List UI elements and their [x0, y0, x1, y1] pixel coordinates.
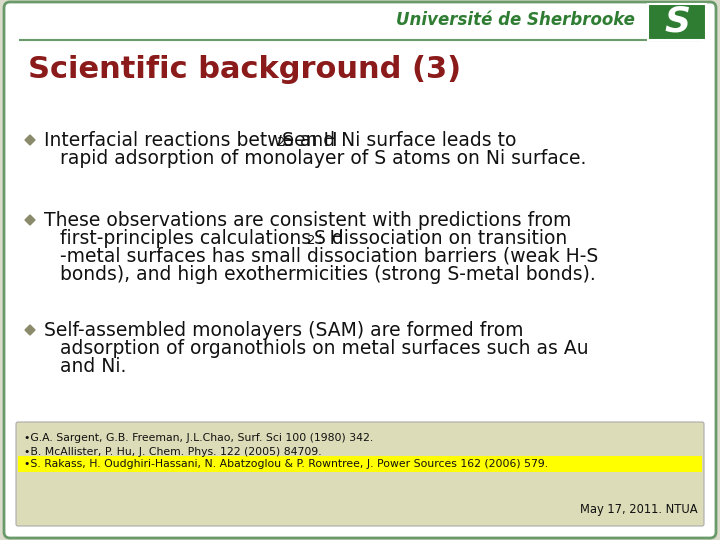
Text: rapid adsorption of monolayer of S atoms on Ni surface.: rapid adsorption of monolayer of S atoms…	[60, 148, 586, 167]
Text: S dissociation on transition: S dissociation on transition	[313, 228, 567, 247]
Text: S: S	[664, 5, 690, 39]
Polygon shape	[25, 215, 35, 225]
Text: first-principles calculations : H: first-principles calculations : H	[60, 228, 343, 247]
Text: and Ni.: and Ni.	[60, 356, 127, 375]
Text: -metal surfaces has small dissociation barriers (weak H-S: -metal surfaces has small dissociation b…	[60, 246, 598, 266]
FancyBboxPatch shape	[4, 2, 716, 538]
Bar	[18, 456, 702, 472]
Text: Université de Sherbrooke: Université de Sherbrooke	[396, 11, 635, 29]
Text: Scientific background (3): Scientific background (3)	[28, 55, 461, 84]
Text: Self-assembled monolayers (SAM) are formed from: Self-assembled monolayers (SAM) are form…	[44, 321, 523, 340]
Polygon shape	[25, 135, 35, 145]
Polygon shape	[25, 325, 35, 335]
Text: S and Ni surface leads to: S and Ni surface leads to	[282, 131, 517, 150]
Text: May 17, 2011. NTUA: May 17, 2011. NTUA	[580, 503, 698, 516]
Text: These observations are consistent with predictions from: These observations are consistent with p…	[44, 211, 572, 229]
Text: 2: 2	[307, 234, 316, 247]
Text: bonds), and high exothermicities (strong S-metal bonds).: bonds), and high exothermicities (strong…	[60, 265, 595, 284]
Text: 2: 2	[276, 137, 285, 150]
Text: Interfacial reactions between H: Interfacial reactions between H	[44, 131, 338, 150]
FancyBboxPatch shape	[648, 4, 706, 40]
FancyBboxPatch shape	[16, 422, 704, 526]
Text: adsorption of organothiols on metal surfaces such as Au: adsorption of organothiols on metal surf…	[60, 339, 589, 357]
Text: •G.A. Sargent, G.B. Freeman, J.L.Chao, Surf. Sci 100 (1980) 342.: •G.A. Sargent, G.B. Freeman, J.L.Chao, S…	[24, 433, 373, 443]
Text: •B. McAllister, P. Hu, J. Chem. Phys. 122 (2005) 84709.: •B. McAllister, P. Hu, J. Chem. Phys. 12…	[24, 447, 322, 457]
Text: •S. Rakass, H. Oudghiri-Hassani, N. Abatzoglou & P. Rowntree, J. Power Sources 1: •S. Rakass, H. Oudghiri-Hassani, N. Abat…	[24, 459, 548, 469]
